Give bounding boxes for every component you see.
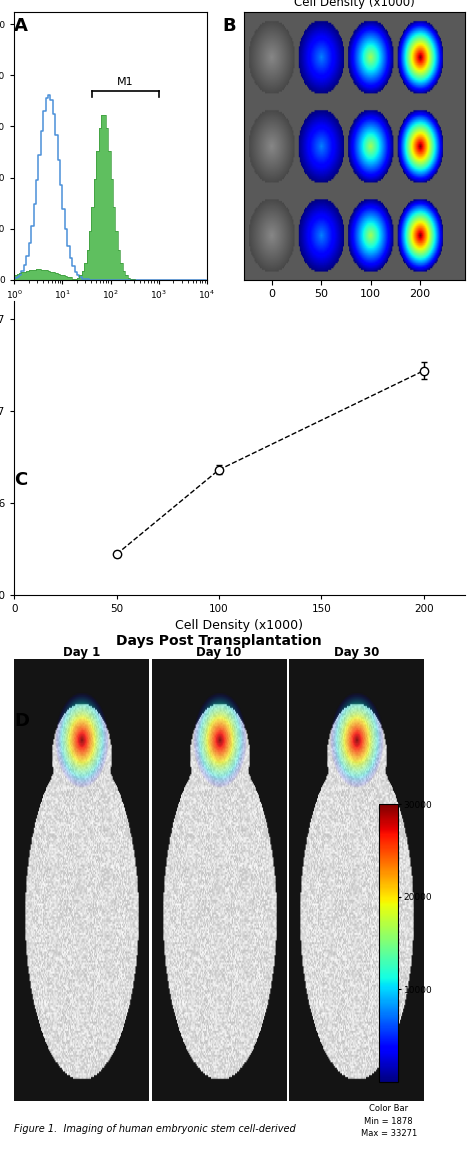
Text: M1: M1: [117, 76, 133, 87]
Text: B: B: [223, 17, 237, 36]
Text: A: A: [14, 17, 28, 36]
Text: D: D: [14, 712, 29, 730]
Text: Days Post Transplantation: Days Post Transplantation: [116, 634, 322, 648]
Title: Cell Density (x1000): Cell Density (x1000): [294, 0, 415, 9]
Title: Day 10: Day 10: [196, 646, 242, 658]
Text: Figure 1.  Imaging of human embryonic stem cell-derived: Figure 1. Imaging of human embryonic ste…: [14, 1123, 296, 1134]
X-axis label: GFP: GFP: [100, 307, 121, 317]
Text: C: C: [14, 471, 27, 489]
Title: Day 30: Day 30: [334, 646, 379, 658]
Text: Color Bar
Min = 1878
Max = 33271: Color Bar Min = 1878 Max = 33271: [361, 1104, 417, 1138]
X-axis label: Cell Density (x1000): Cell Density (x1000): [175, 619, 303, 632]
Title: Day 1: Day 1: [63, 646, 100, 658]
